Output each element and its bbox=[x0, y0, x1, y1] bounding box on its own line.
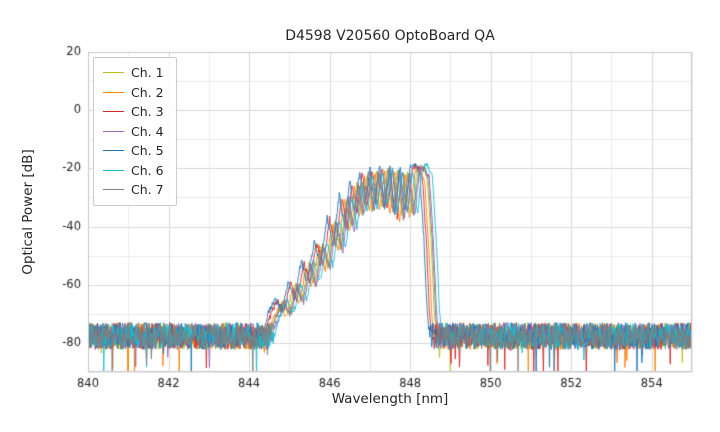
legend-swatch-ch4 bbox=[103, 130, 124, 132]
legend-swatch-ch5 bbox=[103, 150, 124, 152]
legend: Ch. 1 Ch. 2 Ch. 3 Ch. 4 Ch. 5 Ch. 6 Ch. … bbox=[93, 57, 177, 206]
legend-swatch-ch3 bbox=[103, 111, 124, 113]
x-axis-label: Wavelength [nm] bbox=[331, 391, 449, 407]
legend-swatch-ch7 bbox=[103, 189, 124, 191]
legend-swatch-ch1 bbox=[103, 72, 124, 74]
legend-label-ch7: Ch. 7 bbox=[131, 182, 164, 198]
legend-entry-ch6: Ch. 6 bbox=[103, 161, 164, 181]
y-axis-label: Optical Power [dB] bbox=[20, 149, 36, 275]
legend-swatch-ch2 bbox=[103, 91, 124, 93]
legend-label-ch6: Ch. 6 bbox=[131, 162, 164, 178]
legend-entry-ch3: Ch. 3 bbox=[103, 102, 164, 122]
legend-label-ch1: Ch. 1 bbox=[131, 65, 164, 81]
legend-entry-ch1: Ch. 1 bbox=[103, 63, 164, 83]
legend-entry-ch5: Ch. 5 bbox=[103, 141, 164, 161]
legend-entry-ch4: Ch. 4 bbox=[103, 122, 164, 142]
legend-label-ch4: Ch. 4 bbox=[131, 123, 164, 139]
legend-entry-ch2: Ch. 2 bbox=[103, 83, 164, 103]
legend-label-ch5: Ch. 5 bbox=[131, 143, 164, 159]
legend-label-ch3: Ch. 3 bbox=[131, 104, 164, 120]
legend-swatch-ch6 bbox=[103, 169, 124, 171]
chart-title: D4598 V20560 OptoBoard QA bbox=[285, 28, 495, 44]
legend-entry-ch7: Ch. 7 bbox=[103, 180, 164, 200]
legend-label-ch2: Ch. 2 bbox=[131, 84, 164, 100]
